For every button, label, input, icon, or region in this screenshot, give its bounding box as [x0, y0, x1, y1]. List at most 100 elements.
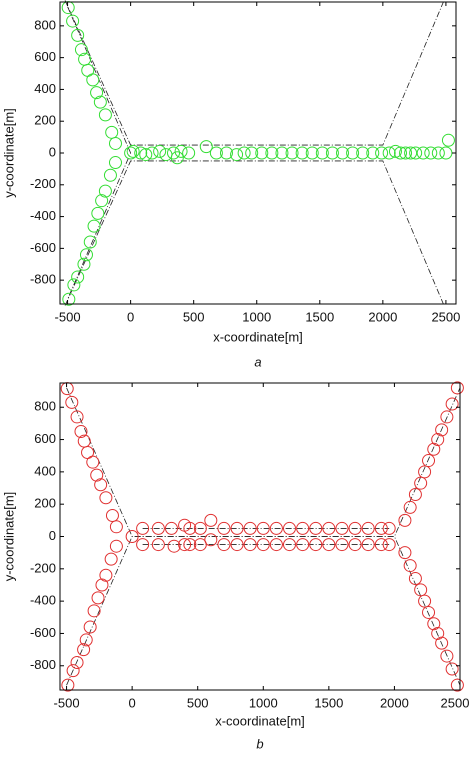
vehicle-point: [134, 146, 148, 160]
vehicle-point: [422, 605, 436, 619]
vehicle-point: [275, 146, 289, 160]
vehicle-point: [431, 146, 445, 160]
x-axis-label: x-coordinate[m]: [215, 713, 305, 728]
vehicle-point: [230, 521, 244, 535]
vehicle-point: [65, 395, 79, 409]
x-tick-label: 500: [183, 309, 205, 324]
vehicle-point: [164, 521, 178, 535]
vehicle-point: [90, 468, 104, 482]
vehicle-point: [145, 146, 159, 160]
vehicle-point: [403, 559, 417, 573]
vehicle-point: [62, 292, 76, 306]
vehicle-point: [99, 568, 113, 582]
y-tick-label: -400: [30, 208, 56, 223]
vehicle-point: [305, 146, 319, 160]
y-tick-label: 400: [34, 81, 56, 96]
vehicle-point: [283, 521, 297, 535]
vehicle-point: [151, 538, 165, 552]
vehicle-point: [66, 14, 80, 28]
vehicle-point: [309, 538, 323, 552]
vehicle-point: [103, 168, 117, 182]
vehicle-point: [265, 146, 279, 160]
vehicle-point: [109, 520, 123, 534]
y-tick-label: 600: [34, 49, 56, 64]
vehicle-point: [71, 270, 85, 284]
vehicle-point: [382, 538, 396, 552]
vehicle-point: [109, 539, 123, 553]
vehicle-point: [356, 146, 370, 160]
vehicle-point: [70, 410, 84, 424]
y-tick-label: -200: [30, 560, 56, 575]
vehicle-point: [167, 539, 181, 553]
vehicle-point: [431, 433, 445, 447]
vehicle-point: [204, 513, 218, 527]
vehicle-point: [435, 636, 449, 650]
x-tick-label: -500: [54, 695, 80, 710]
vehicle-point: [431, 626, 445, 640]
vehicle-point: [315, 146, 329, 160]
vehicle-point: [83, 235, 97, 249]
x-tick-label: 1500: [314, 695, 343, 710]
vehicle-point: [183, 538, 197, 552]
vehicle-point: [90, 86, 104, 100]
x-tick-label: 2500: [441, 695, 470, 710]
vehicle-point: [285, 146, 299, 160]
vehicle-point: [77, 643, 91, 657]
vehicle-point: [325, 146, 339, 160]
x-tick-label: 2000: [368, 309, 397, 324]
vehicle-point: [255, 146, 269, 160]
vehicle-point: [170, 151, 184, 165]
road-line: [64, 160, 444, 306]
vehicle-point: [398, 546, 412, 560]
vehicle-point: [105, 508, 119, 522]
vehicle-point: [124, 146, 138, 160]
vehicle-point: [139, 148, 153, 162]
vehicle-point: [230, 148, 244, 162]
vehicle-point: [104, 552, 118, 566]
vehicle-point: [404, 146, 418, 160]
vehicle-point: [348, 538, 362, 552]
road-line: [67, 6, 132, 300]
vehicle-point: [382, 146, 396, 160]
y-tick-label: -600: [30, 240, 56, 255]
x-tick-label: 2000: [380, 695, 409, 710]
vehicle-point: [422, 454, 436, 468]
vehicle-point: [309, 521, 323, 535]
vehicle-point: [322, 538, 336, 552]
vehicle-point: [283, 538, 297, 552]
vehicle-point: [243, 521, 257, 535]
x-tick-label: 0: [129, 695, 136, 710]
vehicle-point: [87, 219, 101, 233]
vehicle-point: [91, 591, 105, 605]
vehicle-point: [450, 678, 464, 692]
vehicle-point: [99, 491, 113, 505]
vehicle-point: [366, 146, 380, 160]
vehicle-point: [361, 521, 375, 535]
vehicle-point: [125, 530, 139, 543]
vehicle-point: [361, 538, 375, 552]
vehicle-point: [322, 521, 336, 535]
vehicle-point: [136, 521, 150, 535]
vehicle-point: [108, 136, 122, 150]
y-tick-label: 200: [34, 113, 56, 128]
road-line: [66, 536, 461, 686]
road-line: [66, 387, 461, 537]
vehicle-point: [408, 487, 422, 501]
vehicle-point: [182, 146, 196, 160]
caption: a: [254, 354, 261, 369]
y-tick-label: 800: [34, 17, 56, 32]
vehicle-point: [374, 521, 388, 535]
vehicle-point: [79, 633, 93, 647]
x-tick-label: 500: [187, 695, 209, 710]
vehicle-point: [445, 397, 459, 411]
y-tick-label: -200: [30, 176, 56, 191]
vehicle-point: [408, 572, 422, 586]
vehicle-point: [230, 538, 244, 552]
vehicle-point: [243, 538, 257, 552]
vehicle-point: [105, 125, 119, 139]
vehicle-point: [67, 278, 81, 292]
vehicle-point: [414, 583, 428, 597]
y-axis-label: y-coordinate[m]: [1, 492, 16, 582]
vehicle-point: [71, 28, 85, 42]
